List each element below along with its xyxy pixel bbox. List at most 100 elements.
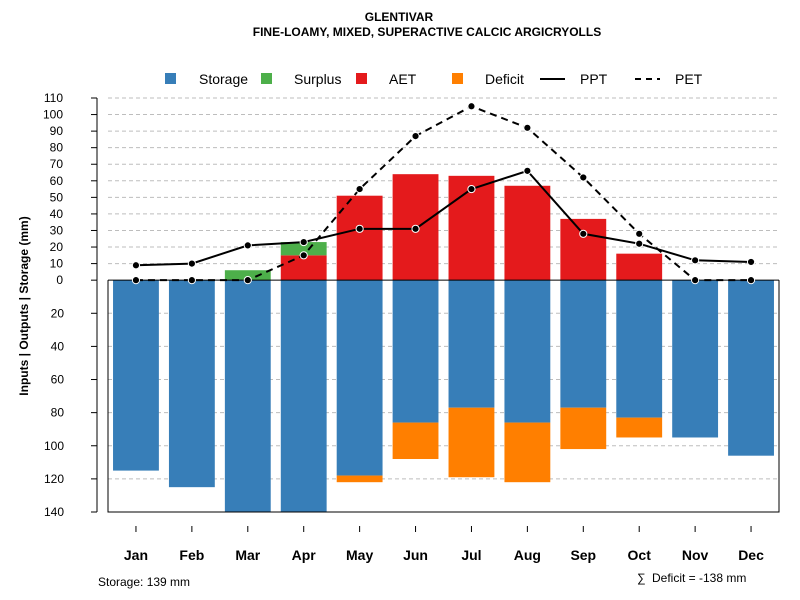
aet-bar-apr [280, 255, 327, 281]
legend-pet-label: PET [675, 71, 703, 87]
deficit-bar-oct [616, 417, 663, 438]
y-tick-label: 70 [50, 157, 64, 171]
storage-bar-nov [672, 280, 719, 438]
legend-aet-label: AET [389, 71, 417, 87]
pet-point-mar [243, 276, 252, 285]
pet-point-sep [579, 173, 588, 182]
y-axis-label: Inputs | Outputs | Storage (mm) [17, 216, 31, 395]
ppt-point-jun [411, 224, 420, 233]
x-axis: Jan Feb Mar Apr May Jun Jul Aug Sep Oct Nov Dec [124, 526, 764, 563]
ppt-line [135, 169, 752, 267]
ppt-point-sep [579, 229, 588, 238]
x-tick-label-sep: Sep [570, 547, 596, 563]
surplus-bar-apr [280, 242, 327, 256]
storage-bar-feb [168, 280, 215, 488]
y-tick-label: 140 [44, 505, 64, 519]
aet-bar-may [336, 195, 383, 281]
y-tick-label: 50 [50, 190, 64, 204]
pet-point-jul [467, 102, 476, 111]
legend-surplus-label: Surplus [294, 71, 341, 87]
pet-point-oct [635, 229, 644, 238]
y-tick-label: 120 [44, 472, 64, 486]
y-tick-label: 90 [50, 124, 64, 138]
aet-bar-sep [560, 218, 607, 281]
ppt-point-dec [746, 257, 756, 267]
x-tick-label-jun: Jun [403, 547, 428, 563]
storage-bar-sep [560, 280, 607, 408]
legend-ppt-label: PPT [580, 71, 608, 87]
deficit-bar-aug [504, 422, 551, 483]
ppt-point-may [355, 224, 364, 233]
ppt-point-apr [299, 237, 308, 247]
pet-point-feb [187, 276, 196, 285]
x-tick-label-may: May [346, 547, 373, 563]
aet-bar-jul [448, 175, 495, 281]
storage-bar-jul [448, 280, 495, 408]
legend-storage-label: Storage [199, 71, 248, 87]
ppt-point-jan [131, 261, 141, 270]
legend-storage-swatch [165, 73, 176, 84]
x-tick-label-aug: Aug [514, 547, 541, 563]
pet-point-apr [299, 251, 308, 260]
storage-bar-mar [224, 280, 271, 512]
storage-bar-jan [113, 280, 159, 471]
x-tick-label-nov: Nov [682, 547, 709, 563]
storage-note: Storage: 139 mm [98, 575, 190, 589]
aet-bar-oct [616, 253, 663, 281]
y-tick-label: 20 [51, 306, 65, 320]
y-tick-label: 40 [51, 339, 65, 353]
deficit-bar-sep [560, 407, 607, 450]
storage-bar-may [336, 280, 383, 476]
ppt-point-mar [243, 241, 252, 250]
pet-point-dec [746, 276, 756, 285]
storage-bar-jun [392, 280, 439, 423]
aet-bar-aug [504, 185, 551, 281]
x-tick-label-jul: Jul [461, 547, 481, 563]
y-tick-label: 40 [50, 207, 64, 221]
deficit-bar-jun [392, 422, 439, 460]
storage-bar-aug [504, 280, 551, 423]
pet-point-may [355, 184, 364, 194]
deficit-bar-jul [448, 407, 495, 478]
y-tick-label: 80 [51, 406, 65, 420]
storage-bar-apr [280, 280, 327, 512]
sigma-icon: ∑ [637, 571, 646, 585]
series-lines [131, 102, 756, 285]
y-tick-label: 110 [44, 91, 63, 105]
y-tick-label: 30 [50, 223, 64, 237]
legend-surplus-swatch [261, 73, 272, 84]
chart-title: GLENTIVAR [365, 10, 434, 24]
x-tick-label-oct: Oct [628, 547, 652, 563]
pet-line [135, 105, 752, 282]
pet-point-aug [523, 123, 532, 132]
pet-point-nov [691, 276, 700, 285]
x-tick-label-mar: Mar [235, 547, 260, 563]
legend-aet-swatch [356, 73, 367, 84]
y-tick-label: 100 [44, 439, 64, 453]
x-tick-label-jan: Jan [124, 547, 148, 563]
lower-frame [107, 280, 780, 513]
y-tick-label: 60 [50, 174, 64, 188]
deficit-note: Deficit = -138 mm [652, 571, 746, 585]
y-tick-label: 100 [43, 108, 63, 122]
pet-point-jan [131, 276, 141, 285]
x-tick-label-feb: Feb [179, 547, 204, 563]
legend-deficit-swatch [452, 73, 463, 84]
deficit-bar-may [336, 475, 383, 483]
ppt-point-oct [635, 239, 644, 248]
chart-subtitle: FINE-LOAMY, MIXED, SUPERACTIVE CALCIC AR… [253, 25, 601, 39]
legend: Storage Surplus AET Deficit PPT PET [165, 71, 703, 87]
y-tick-label: 20 [50, 240, 64, 254]
y-tick-label: 0 [56, 273, 63, 287]
storage-bar-dec [728, 280, 774, 456]
x-tick-label-apr: Apr [292, 547, 317, 563]
surplus-bar-mar [224, 270, 271, 281]
storage-bar-oct [616, 280, 663, 418]
y-tick-label: 80 [50, 141, 64, 155]
x-tick-label-dec: Dec [738, 547, 764, 563]
pet-point-jun [411, 131, 420, 141]
y-tick-label: 10 [50, 257, 64, 271]
ppt-point-nov [691, 256, 700, 265]
ppt-point-aug [523, 166, 532, 175]
